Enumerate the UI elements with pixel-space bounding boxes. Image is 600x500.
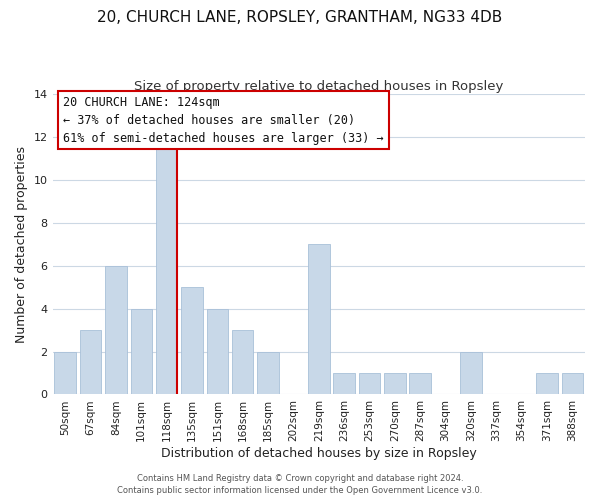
Text: 20 CHURCH LANE: 124sqm
← 37% of detached houses are smaller (20)
61% of semi-det: 20 CHURCH LANE: 124sqm ← 37% of detached… bbox=[63, 96, 384, 144]
Bar bbox=[460, 352, 482, 395]
Bar bbox=[80, 330, 101, 394]
Bar bbox=[409, 373, 431, 394]
Bar bbox=[334, 373, 355, 394]
Bar bbox=[562, 373, 583, 394]
Bar bbox=[359, 373, 380, 394]
Bar bbox=[181, 287, 203, 395]
Text: 20, CHURCH LANE, ROPSLEY, GRANTHAM, NG33 4DB: 20, CHURCH LANE, ROPSLEY, GRANTHAM, NG33… bbox=[97, 10, 503, 25]
Bar bbox=[105, 266, 127, 394]
Bar bbox=[308, 244, 329, 394]
Bar bbox=[131, 308, 152, 394]
Bar bbox=[232, 330, 253, 394]
Bar bbox=[206, 308, 228, 394]
Y-axis label: Number of detached properties: Number of detached properties bbox=[15, 146, 28, 343]
Bar bbox=[257, 352, 279, 395]
Bar bbox=[55, 352, 76, 395]
Bar bbox=[536, 373, 558, 394]
Bar bbox=[384, 373, 406, 394]
Bar bbox=[156, 137, 178, 394]
Title: Size of property relative to detached houses in Ropsley: Size of property relative to detached ho… bbox=[134, 80, 503, 93]
X-axis label: Distribution of detached houses by size in Ropsley: Distribution of detached houses by size … bbox=[161, 447, 476, 460]
Text: Contains HM Land Registry data © Crown copyright and database right 2024.
Contai: Contains HM Land Registry data © Crown c… bbox=[118, 474, 482, 495]
